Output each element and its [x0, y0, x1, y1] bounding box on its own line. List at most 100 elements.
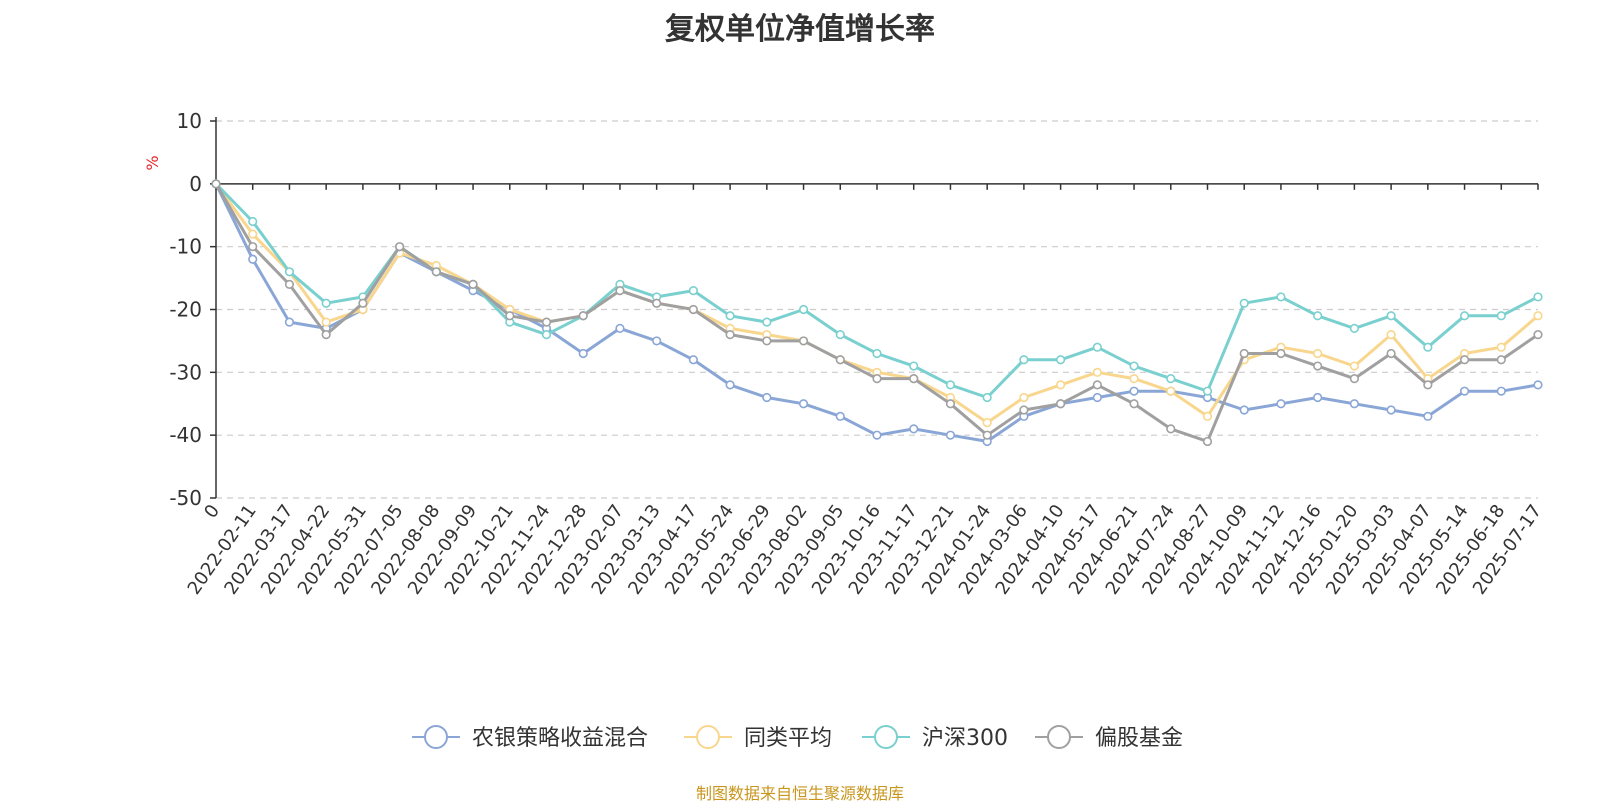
legend-swatch-circle [424, 725, 448, 749]
x-tick-label: 0 [200, 501, 224, 522]
grid-lines [216, 120, 1538, 499]
data-point [1459, 355, 1470, 365]
data-point [1092, 367, 1102, 377]
data-point [248, 229, 258, 239]
data-point [725, 330, 735, 340]
data-point [1129, 386, 1139, 396]
data-point [1386, 405, 1396, 415]
data-point [1092, 342, 1102, 352]
legend-label: 农银策略收益混合 [472, 726, 648, 751]
data-point [1166, 374, 1176, 384]
data-point [1459, 311, 1470, 321]
data-point [1313, 392, 1323, 403]
data-point [1349, 399, 1359, 409]
data-point [541, 317, 552, 327]
legend-label: 同类平均 [744, 726, 832, 751]
data-point [1056, 380, 1066, 390]
data-point [945, 430, 956, 440]
data-point [1386, 330, 1396, 340]
y-axis-unit: % [143, 155, 162, 170]
data-point [1423, 342, 1433, 352]
data-point [1313, 311, 1323, 321]
data-point [798, 336, 809, 346]
data-point [1239, 298, 1249, 308]
data-point [321, 298, 331, 308]
data-point [945, 380, 956, 390]
data-point [284, 267, 295, 277]
data-point [762, 392, 772, 403]
data-point [798, 304, 809, 315]
series-line-1 [214, 183, 1539, 443]
series-line-3 [214, 182, 1539, 399]
data-point [505, 311, 515, 321]
data-point [1239, 405, 1249, 415]
data-point [1092, 392, 1102, 403]
legend-item-1: 农银策略收益混合 [412, 725, 648, 751]
data-point [431, 267, 441, 277]
data-point [284, 279, 295, 289]
y-tick-label: -40 [169, 423, 202, 447]
data-point [1056, 399, 1066, 409]
data-point [982, 430, 992, 440]
data-point [321, 317, 331, 327]
legend-item-2: 同类平均 [684, 725, 832, 751]
data-point [248, 254, 258, 264]
data-point [1276, 292, 1286, 302]
data-point [358, 298, 368, 308]
legend-item-4: 偏股基金 [1035, 725, 1183, 751]
data-point [1313, 361, 1323, 371]
data-point [578, 311, 588, 321]
data-point [284, 317, 295, 327]
y-tick-label: 10 [177, 109, 202, 133]
data-point [1533, 292, 1543, 302]
legend: 农银策略收益混合 同类平均 沪深300 偏股基金 [412, 725, 1183, 751]
data-point [725, 311, 735, 321]
series-line-2 [214, 182, 1539, 425]
data-point [578, 348, 588, 359]
data-point [762, 317, 772, 327]
legend-item-3: 沪深300 [862, 725, 1008, 751]
data-point [1239, 348, 1249, 359]
data-point [1349, 361, 1359, 371]
data-point [798, 399, 809, 409]
data-point [1349, 323, 1359, 333]
data-point [1129, 374, 1139, 384]
line-chart: 100-10-20-30-40-50%02022-02-112022-03-17… [143, 109, 1546, 751]
data-point [1166, 424, 1176, 434]
y-tick-label: -10 [169, 235, 202, 259]
data-point [1386, 348, 1396, 359]
data-point [1166, 386, 1176, 396]
data-point [652, 298, 662, 308]
data-point [688, 355, 698, 365]
data-point [1496, 386, 1506, 396]
data-point [1092, 380, 1102, 390]
legend-label: 偏股基金 [1095, 726, 1183, 751]
data-point [872, 374, 882, 384]
data-point [1496, 342, 1506, 352]
data-point [688, 286, 698, 296]
data-point [725, 380, 735, 390]
legend-swatch-circle [1047, 725, 1071, 749]
data-point [1129, 399, 1139, 409]
data-source-note: 制图数据来自恒生聚源数据库 [695, 784, 904, 803]
data-point [872, 430, 882, 440]
data-point [1423, 411, 1433, 421]
data-point [615, 286, 625, 296]
data-point [872, 348, 882, 359]
data-point [1276, 399, 1286, 409]
data-point [1019, 405, 1029, 415]
data-point [1349, 374, 1359, 384]
data-point [1533, 380, 1543, 390]
data-point [211, 179, 221, 189]
data-point [1019, 355, 1029, 365]
data-point [1533, 311, 1543, 321]
y-tick-label: -20 [169, 298, 202, 322]
legend-label: 沪深300 [922, 726, 1008, 751]
legend-swatch-circle [696, 725, 720, 749]
data-point [248, 242, 258, 252]
data-point [982, 392, 992, 403]
data-point [1496, 311, 1506, 321]
data-point [1276, 348, 1286, 359]
data-point [1056, 355, 1066, 365]
series-lines [211, 179, 1543, 447]
